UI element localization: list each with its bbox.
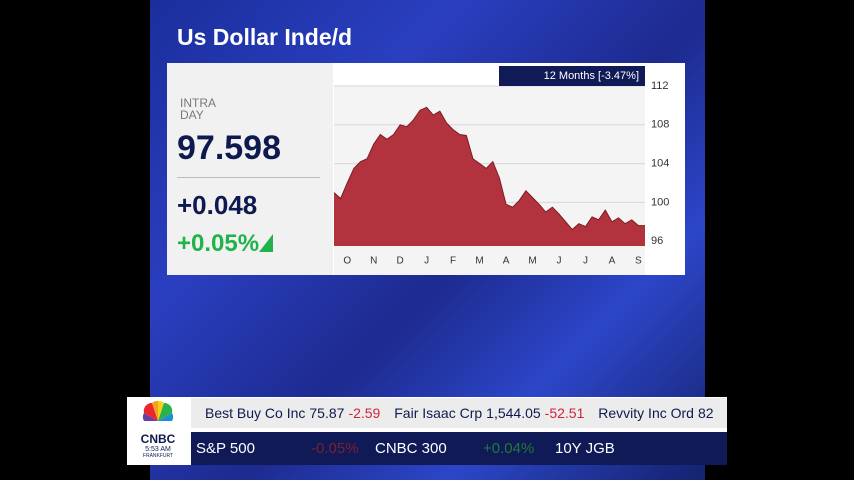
stock-price: 82: [697, 405, 714, 421]
quote-box: INTRA DAY 97.598 +0.048 +0.05%: [167, 63, 333, 275]
panel: INTRA DAY 97.598 +0.048 +0.05% 96 100 104 1…: [167, 63, 685, 275]
x-tick-label: J: [556, 256, 561, 267]
index-name: 10Y JGB: [555, 440, 615, 457]
x-tick-label: M: [528, 256, 536, 267]
logo: CNBC 5:53 AM FRANKFURT: [127, 397, 189, 465]
index-change: +0.04%: [483, 440, 535, 457]
y-tick-label: 96: [651, 235, 663, 247]
peacock: [142, 400, 174, 421]
x-tick-label: D: [397, 256, 404, 267]
quote-label: INTRA: [180, 96, 216, 110]
index-row: S&P 500 -0.05% CNBC 300 +0.04% 10Y JGB: [191, 432, 727, 465]
stock-price: 1,544.05: [486, 405, 541, 421]
city: FRANKFURT: [142, 453, 174, 459]
x-tick-label: O: [343, 256, 351, 267]
change: +0.048: [177, 190, 258, 220]
index-change: -0.05%: [311, 440, 359, 457]
y-tick-label: 104: [651, 157, 669, 169]
up-arrow: [259, 234, 273, 252]
stock-row: Best Buy Co Inc 75.87 -2.59 Fair Isaac Crp…: [191, 398, 727, 428]
y-tick-label: 112: [651, 80, 669, 92]
stock-name: Fair Isaac Crp: [394, 405, 483, 421]
axis-bg: [334, 246, 645, 275]
ticker: CNBC 5:53 AM FRANKFURT Best Buy Co Inc 75…: [127, 397, 727, 465]
index-name: CNBC 300: [375, 440, 447, 457]
index-name: S&P 500: [196, 440, 255, 457]
x-tick-label: J: [424, 256, 429, 267]
stock-name: Best Buy Co Inc: [205, 405, 306, 421]
x-tick-label: F: [450, 256, 456, 267]
area-line: [333, 106, 645, 231]
stock-name: Revvity Inc Ord: [598, 405, 694, 421]
x-tick-label: J: [583, 256, 588, 267]
x-tick-label: A: [503, 256, 510, 267]
price: 97.598: [177, 129, 281, 167]
change-pct: +0.05%: [177, 230, 260, 257]
stock-change: -52.51: [544, 405, 585, 421]
time: 5:53 AM: [145, 446, 171, 453]
area: [334, 107, 645, 246]
x-tick-label: M: [475, 256, 483, 267]
annotation-box: [499, 66, 645, 86]
chart-title: Us Dollar Inde/d: [177, 24, 353, 50]
plot: 96 100 104 108 112 O N D J F M A M J J A S: [333, 80, 669, 275]
quote-label: DAY: [180, 108, 204, 122]
annotation: 12 Months [-3.47%]: [544, 70, 639, 82]
y-tick-label: 108: [651, 119, 669, 131]
stock-price: 75.87: [309, 405, 345, 421]
x-tick-label: S: [635, 256, 642, 267]
y-tick-label: 100: [651, 196, 669, 208]
x-tick-label: A: [609, 256, 616, 267]
x-tick-label: N: [370, 256, 377, 267]
stock-change: -2.59: [348, 405, 381, 421]
chart: 96 100 104 108 112 O N D J F M A M J J A S 12 Months [-3…: [333, 66, 669, 275]
logo-text: CNBC: [140, 432, 176, 446]
separator: [177, 177, 320, 178]
